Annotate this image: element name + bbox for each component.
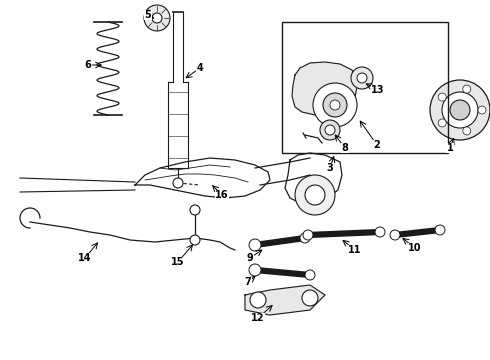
Circle shape	[375, 227, 385, 237]
Bar	[282, 22, 448, 153]
Circle shape	[438, 119, 446, 127]
Circle shape	[323, 93, 347, 117]
Circle shape	[438, 93, 446, 101]
Circle shape	[442, 92, 478, 128]
Circle shape	[190, 205, 200, 215]
Text: 12: 12	[251, 313, 265, 323]
Circle shape	[320, 120, 340, 140]
Text: 7: 7	[245, 277, 251, 287]
Circle shape	[173, 178, 183, 188]
Circle shape	[390, 230, 400, 240]
Circle shape	[144, 5, 170, 31]
Circle shape	[330, 100, 340, 110]
Text: 11: 11	[348, 245, 362, 255]
Circle shape	[303, 230, 313, 240]
Text: 1: 1	[446, 143, 453, 153]
Text: 10: 10	[408, 243, 422, 253]
Text: 5: 5	[145, 10, 151, 20]
Circle shape	[305, 270, 315, 280]
Polygon shape	[245, 285, 325, 315]
Text: 13: 13	[371, 85, 385, 95]
Circle shape	[295, 175, 335, 215]
Text: 8: 8	[342, 143, 348, 153]
Circle shape	[357, 73, 367, 83]
Text: 4: 4	[196, 63, 203, 73]
Text: 16: 16	[215, 190, 229, 200]
Circle shape	[478, 106, 486, 114]
Circle shape	[152, 13, 162, 23]
Circle shape	[430, 80, 490, 140]
Circle shape	[249, 239, 261, 251]
Text: 6: 6	[85, 60, 91, 70]
Circle shape	[313, 83, 357, 127]
Text: 3: 3	[327, 163, 333, 173]
Circle shape	[450, 100, 470, 120]
Circle shape	[250, 292, 266, 308]
Circle shape	[302, 290, 318, 306]
Circle shape	[305, 185, 325, 205]
Circle shape	[325, 125, 335, 135]
Circle shape	[249, 264, 261, 276]
Polygon shape	[292, 62, 358, 115]
Circle shape	[463, 85, 471, 93]
Circle shape	[351, 67, 373, 89]
Circle shape	[190, 235, 200, 245]
Text: 9: 9	[246, 253, 253, 263]
Circle shape	[300, 233, 310, 243]
Circle shape	[463, 127, 471, 135]
Circle shape	[435, 225, 445, 235]
Text: 15: 15	[171, 257, 185, 267]
Text: 14: 14	[78, 253, 92, 263]
Text: 2: 2	[374, 140, 380, 150]
